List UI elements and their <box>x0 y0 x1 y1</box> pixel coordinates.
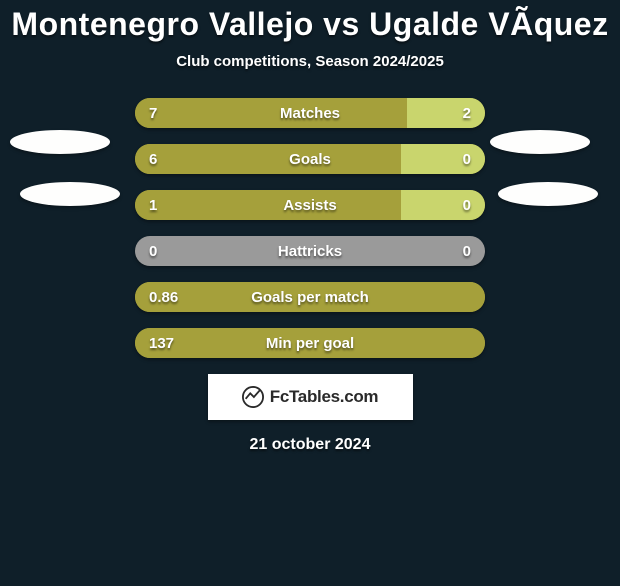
stat-value-right: 0 <box>463 236 471 266</box>
team-placeholder <box>498 182 598 206</box>
stat-row: 0 0Hattricks <box>135 236 485 266</box>
date-footer: 21 october 2024 <box>0 436 620 454</box>
stat-row: 0.86Goals per match <box>135 282 485 312</box>
stat-fill-right <box>407 98 485 128</box>
team-placeholder <box>10 130 110 154</box>
team-placeholder <box>490 130 590 154</box>
stat-fill-left <box>135 282 485 312</box>
team-placeholder <box>20 182 120 206</box>
stat-fill-left <box>135 190 401 220</box>
stat-rows: 72Matches 60Goals 10Assists 0 0Hattricks 0.86… <box>135 98 485 358</box>
stat-fill-right <box>401 190 485 220</box>
logo-icon <box>242 386 264 408</box>
subtitle: Club competitions, Season 2024/2025 <box>0 53 620 70</box>
stat-row: 10Assists <box>135 190 485 220</box>
stat-label: Hattricks <box>135 236 485 266</box>
stat-fill-left <box>135 328 485 358</box>
stat-row: 60Goals <box>135 144 485 174</box>
stat-row: 72Matches <box>135 98 485 128</box>
stat-row: 137Min per goal <box>135 328 485 358</box>
stat-value-left: 0 <box>149 236 157 266</box>
watermark-text: FcTables.com <box>270 387 379 407</box>
stat-fill-left <box>135 144 401 174</box>
stat-fill-left <box>135 98 407 128</box>
stat-fill-right <box>401 144 485 174</box>
watermark: FcTables.com <box>208 374 413 420</box>
page-title: Montenegro Vallejo vs Ugalde VÃquez <box>0 6 620 43</box>
